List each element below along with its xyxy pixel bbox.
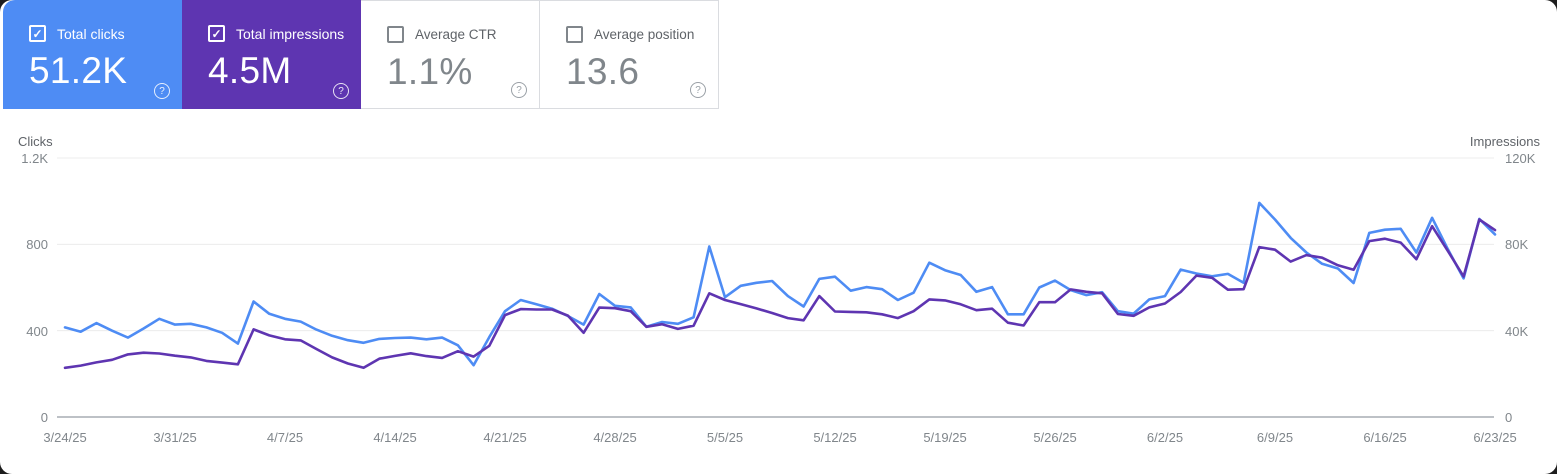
y-axis-left-tick-label: 400 (26, 323, 48, 339)
x-axis-tick-label: 6/16/25 (1363, 430, 1407, 445)
y-axis-right-tick-label: 120K (1505, 151, 1536, 166)
impressions-line[interactable] (63, 218, 1497, 370)
average-ctr-checkbox-row: Average CTR (387, 26, 525, 43)
total-clicks-checkbox[interactable]: ✓ (29, 25, 46, 42)
x-axis-tick-label: 6/2/25 (1146, 430, 1184, 445)
average-ctr-value: 1.1% (387, 51, 473, 92)
x-axis-tick-label: 4/7/25 (266, 430, 304, 445)
x-axis-tick-label: 6/9/25 (1256, 430, 1294, 445)
y-axis-left-tick-label: 1.2K (21, 151, 48, 166)
average-ctr-card[interactable]: Average CTR 1.1% ? (361, 0, 540, 109)
total-clicks-card[interactable]: ✓ Total clicks 51.2K ? (3, 0, 182, 109)
x-axis-tick-label: 4/28/25 (593, 430, 637, 445)
x-axis-tick-label: 3/31/25 (153, 430, 197, 445)
total-clicks-checkbox-row: ✓ Total clicks (29, 25, 168, 42)
total-impressions-card[interactable]: ✓ Total impressions 4.5M ? (182, 0, 361, 109)
clicks-line[interactable] (63, 201, 1497, 367)
x-axis-tick-label: 4/21/25 (483, 430, 527, 445)
average-position-value: 13.6 (566, 51, 640, 92)
x-axis-tick-label: 5/19/25 (923, 430, 967, 445)
x-axis-tick-label: 5/12/25 (813, 430, 857, 445)
average-position-label: Average position (594, 27, 695, 42)
right-axis-title: Impressions (1469, 134, 1540, 149)
average-ctr-checkbox[interactable] (387, 26, 404, 43)
y-axis-left-tick-label: 0 (40, 410, 48, 425)
average-position-card[interactable]: Average position 13.6 ? (540, 0, 719, 109)
total-clicks-label: Total clicks (57, 25, 125, 42)
x-axis-tick-label: 3/24/25 (43, 430, 87, 445)
help-icon[interactable]: ? (511, 82, 527, 98)
x-axis-tick-label: 6/23/25 (1473, 430, 1517, 445)
total-impressions-checkbox[interactable]: ✓ (208, 25, 225, 42)
total-clicks-value: 51.2K (29, 50, 128, 91)
average-position-checkbox-row: Average position (566, 26, 704, 43)
average-ctr-label: Average CTR (415, 27, 497, 42)
help-icon[interactable]: ? (154, 83, 170, 99)
total-impressions-value: 4.5M (208, 50, 292, 91)
average-position-checkbox[interactable] (566, 26, 583, 43)
x-axis-tick-label: 4/14/25 (373, 430, 417, 445)
help-icon[interactable]: ? (333, 83, 349, 99)
total-impressions-label: Total impressions (236, 25, 345, 42)
x-axis-tick-label: 5/5/25 (706, 430, 744, 445)
help-icon[interactable]: ? (690, 82, 706, 98)
x-axis-tick-label: 5/26/25 (1033, 430, 1077, 445)
y-axis-left-tick-label: 800 (26, 237, 48, 253)
y-axis-right-tick-label: 80K (1505, 237, 1529, 253)
y-axis-right-tick-label: 40K (1505, 323, 1529, 339)
total-impressions-checkbox-row: ✓ Total impressions (208, 25, 347, 42)
y-axis-right-tick-label: 0 (1505, 410, 1513, 425)
metric-cards: ✓ Total clicks 51.2K ? ✓ Total impressio… (3, 0, 719, 109)
left-axis-title: Clicks (18, 134, 53, 149)
